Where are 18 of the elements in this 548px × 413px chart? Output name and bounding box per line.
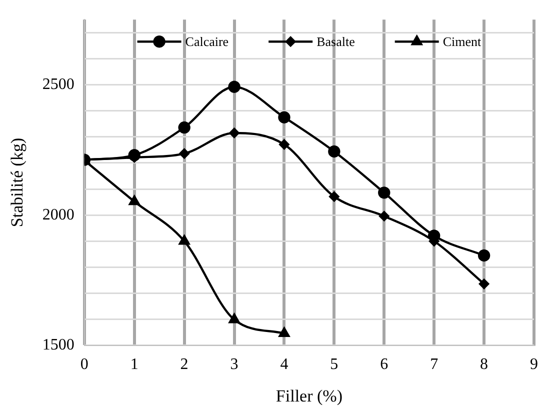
y-tick-label: 2500 — [42, 76, 74, 93]
legend-label: Calcaire — [185, 34, 229, 50]
legend-label: Basalte — [316, 34, 356, 50]
x-tick-label: 6 — [380, 356, 388, 374]
y-tick-label: 2000 — [42, 206, 74, 224]
y-tick-label: 1500 — [42, 336, 74, 354]
x-tick-label: 5 — [330, 356, 338, 374]
x-tick-label: 3 — [230, 356, 238, 374]
x-tick-label: 4 — [280, 356, 288, 374]
x-tick-label: 7 — [430, 356, 438, 374]
x-tick-label: 1 — [130, 356, 138, 374]
y-axis-title: Stabilité (kg) — [8, 138, 27, 228]
x-tick-label: 2 — [180, 356, 188, 374]
x-tick-label: 0 — [80, 356, 88, 374]
legend-label: Ciment — [442, 34, 482, 50]
x-axis-title: Filler (%) — [276, 386, 342, 406]
x-tick-label: 8 — [480, 356, 488, 374]
x-tick-label: 9 — [530, 356, 538, 374]
